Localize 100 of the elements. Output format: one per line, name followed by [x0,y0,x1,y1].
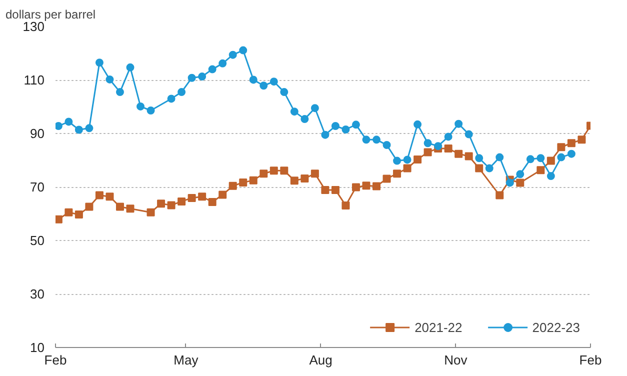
point [546,172,555,180]
legend-label: 2021-22 [414,320,462,334]
point [146,106,155,114]
point [300,115,309,124]
point [228,182,237,190]
point [485,164,494,172]
point [270,166,278,175]
point [546,156,555,165]
point [516,170,524,178]
point [95,191,104,200]
point [85,202,94,211]
point [557,143,566,152]
y-tick-label: 90 [30,126,45,141]
point [382,141,391,149]
point [321,186,330,194]
point [403,164,412,172]
point [444,144,452,152]
point [146,208,155,216]
point [126,204,134,213]
point [506,178,514,187]
point [300,174,309,182]
point [260,170,268,178]
point [74,126,83,134]
point [567,150,576,158]
point [424,139,432,148]
point [198,72,206,81]
point [393,170,402,178]
point [516,178,524,187]
point [403,156,412,164]
point [424,148,432,156]
point [372,136,380,144]
y-tick-label: 10 [30,340,45,355]
point [454,120,463,128]
point [136,102,145,110]
point [536,154,545,162]
point [464,152,473,160]
point [218,190,227,199]
point [95,58,104,67]
point [362,136,370,144]
point [321,130,330,139]
point [310,170,319,178]
y-axis-title: dollars per barrel [6,8,96,22]
point [178,197,186,206]
point [106,192,114,201]
point [239,46,248,54]
point [188,74,196,82]
point [331,186,340,194]
point [74,210,83,219]
point [393,156,402,165]
point [536,166,545,174]
point [280,166,288,175]
y-tick-label: 130 [22,19,45,34]
point [290,108,298,116]
point [239,178,248,186]
point [475,164,484,172]
point [362,182,370,190]
point [116,202,124,211]
point [106,75,114,84]
point [64,118,73,126]
point [270,78,278,86]
x-tick-label: Aug [309,352,332,368]
point [167,201,176,210]
point [280,88,288,96]
y-tick-label: 30 [30,286,45,302]
point [208,198,216,206]
point [228,50,237,59]
point [414,155,422,164]
point [496,153,504,162]
point [372,182,380,190]
point [116,88,124,96]
y-tick-label: 50 [30,233,45,248]
point [126,63,134,72]
x-tick-label: May [174,352,199,368]
point [56,215,62,224]
point [167,94,176,103]
point [342,201,350,210]
x-tick-label: Feb [579,352,602,368]
point [290,176,298,185]
point [208,65,216,74]
point [496,191,504,200]
point [56,122,62,130]
point [249,76,258,84]
x-tick-label: Nov [444,352,468,368]
point [85,124,94,132]
point [557,153,566,162]
point [454,150,463,158]
point [578,136,586,144]
point [198,192,206,201]
point [188,194,196,202]
legend-label: 2022-23 [532,320,580,334]
point [310,104,319,112]
point [157,200,166,208]
point [342,125,350,134]
x-tick-label: Feb [44,352,67,368]
y-tick-label: 110 [24,72,45,88]
point [464,130,473,138]
point [475,154,484,162]
point [414,120,422,128]
point [331,122,340,130]
point [249,176,258,184]
